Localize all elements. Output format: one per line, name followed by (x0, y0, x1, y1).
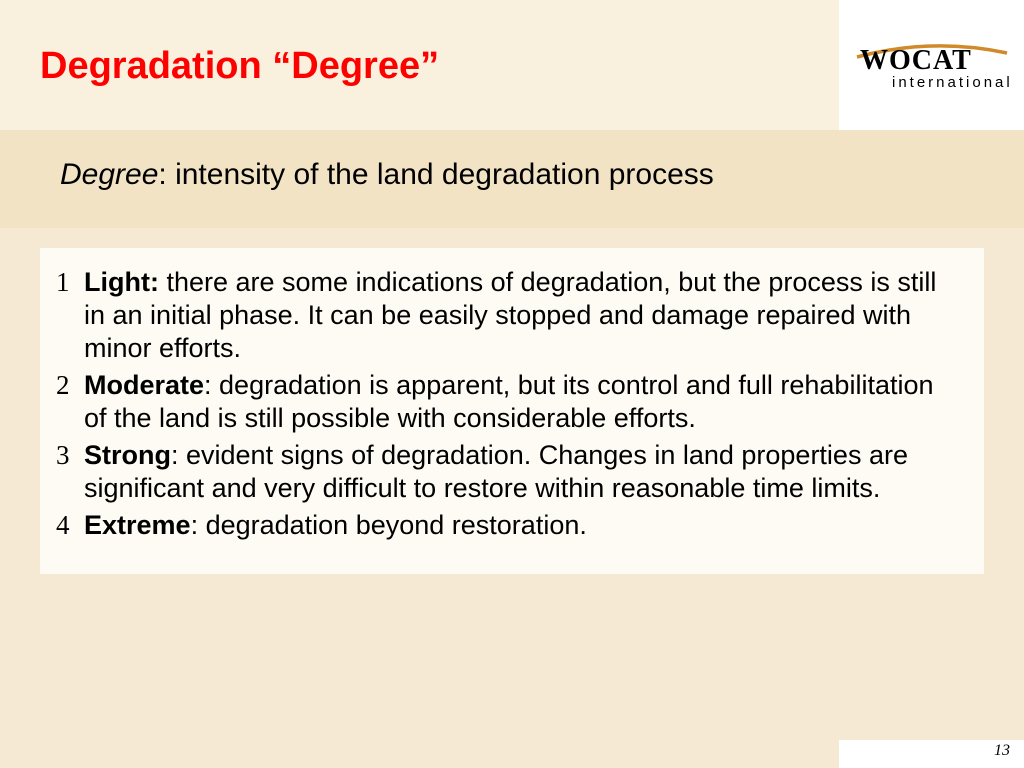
item-label: Extreme (84, 510, 191, 540)
definition-text: : intensity of the land degradation proc… (158, 158, 713, 191)
list-item: 2 Moderate: degradation is apparent, but… (50, 369, 954, 435)
item-number: 4 (50, 509, 84, 542)
item-number: 3 (50, 439, 84, 505)
header-strip: Degradation “Degree” WOCAT international (0, 0, 1024, 130)
item-label: Moderate (84, 370, 204, 400)
item-text: there are some indications of degradatio… (84, 267, 936, 363)
item-body: Extreme: degradation beyond restoration. (84, 509, 954, 542)
page-number: 13 (994, 742, 1010, 760)
item-text: : evident signs of degradation. Changes … (84, 440, 908, 503)
item-label: Strong (84, 440, 171, 470)
logo-sub-text: international (892, 74, 1012, 91)
item-body: Light: there are some indications of deg… (84, 266, 954, 365)
logo-main-text: WOCAT (860, 45, 972, 76)
item-label: Light: (84, 267, 159, 297)
item-text: : degradation is apparent, but its contr… (84, 370, 934, 433)
degree-list: 1 Light: there are some indications of d… (40, 248, 984, 574)
list-item: 4 Extreme: degradation beyond restoratio… (50, 509, 954, 542)
list-item: 1 Light: there are some indications of d… (50, 266, 954, 365)
item-body: Strong: evident signs of degradation. Ch… (84, 439, 954, 505)
list-item: 3 Strong: evident signs of degradation. … (50, 439, 954, 505)
item-number: 1 (50, 266, 84, 365)
wocat-logo-icon: WOCAT international (852, 35, 1012, 95)
item-text: : degradation beyond restoration. (191, 510, 587, 540)
logo: WOCAT international (839, 0, 1024, 130)
definition-block: Degree: intensity of the land degradatio… (0, 130, 1024, 228)
page-title: Degradation “Degree” (40, 45, 439, 88)
item-body: Moderate: degradation is apparent, but i… (84, 369, 954, 435)
definition-term: Degree (60, 158, 158, 191)
item-number: 2 (50, 369, 84, 435)
